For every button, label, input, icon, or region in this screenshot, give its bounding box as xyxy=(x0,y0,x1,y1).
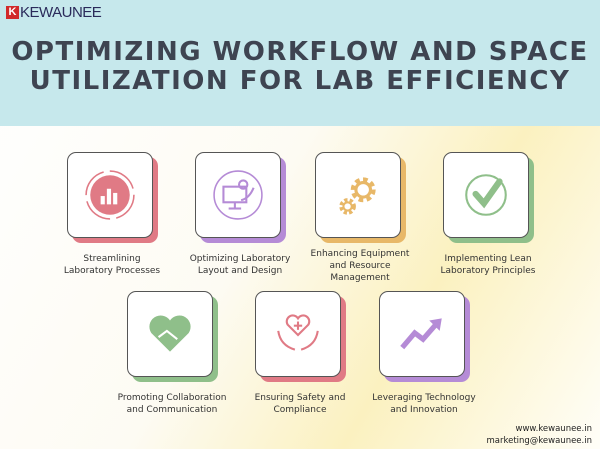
card-bar-chart xyxy=(67,152,158,243)
label-line: and Innovation xyxy=(390,405,458,415)
checkmark-icon xyxy=(465,174,507,216)
gears-icon xyxy=(339,177,376,215)
bar-chart-icon xyxy=(85,170,135,220)
trend-arrow-icon xyxy=(400,318,442,350)
logo-text: KEWAUNEE xyxy=(20,4,102,21)
label-line: and Resource xyxy=(329,261,391,271)
card-trend-arrow xyxy=(379,291,470,382)
kewaunee-logo: K KEWAUNEE xyxy=(6,4,102,21)
header-band: K KEWAUNEE OPTIMIZING WORKFLOW AND SPACE U… xyxy=(0,0,600,126)
card-label: Leveraging Technology and Innovation xyxy=(349,392,499,416)
card-monitor-gear xyxy=(195,152,286,243)
card-face xyxy=(67,152,153,238)
card-label: Enhancing Equipment and Resource Managemen… xyxy=(285,248,435,284)
label-line: Implementing Lean xyxy=(444,254,532,264)
card-face xyxy=(127,291,213,377)
card-label: Optimizing Laboratory Layout and Design xyxy=(165,253,315,277)
card-checkmark xyxy=(443,152,534,243)
title-line-1: OPTIMIZING WORKFLOW AND SPACE xyxy=(11,37,589,67)
label-line: Laboratory Processes xyxy=(63,266,161,276)
card-handshake-heart xyxy=(127,291,218,382)
label-line: Enhancing Equipment xyxy=(310,249,410,259)
label-line: Laboratory Principles xyxy=(440,266,536,276)
label-line: Layout and Design xyxy=(197,266,283,276)
card-face xyxy=(379,291,465,377)
label-line: and Communication xyxy=(126,405,218,415)
title-line-2: UTILIZATION FOR LAB EFFICIENCY xyxy=(29,66,571,96)
label-line: Management xyxy=(330,273,390,283)
card-label: Promoting Collaboration and Communication xyxy=(97,392,247,416)
card-label: Implementing Lean Laboratory Principles xyxy=(413,253,563,277)
website-link[interactable]: www.kewaunee.in xyxy=(515,424,592,434)
label-line: Ensuring Safety and xyxy=(254,393,346,403)
logo-mark: K xyxy=(6,6,19,19)
label-line: Optimizing Laboratory xyxy=(189,254,291,264)
handshake-heart-icon xyxy=(149,315,191,352)
label-line: Streamlining xyxy=(83,254,141,264)
contact-info: www.kewaunee.in marketing@kewaunee.in xyxy=(486,423,592,447)
label-line: Leveraging Technology xyxy=(372,393,476,403)
hands-heart-icon xyxy=(277,314,319,351)
card-face xyxy=(315,152,401,238)
page-title: OPTIMIZING WORKFLOW AND SPACE UTILIZATION… xyxy=(0,38,600,96)
card-label: Streamlining Laboratory Processes xyxy=(37,253,187,277)
card-face xyxy=(195,152,281,238)
monitor-gear-icon xyxy=(213,170,263,220)
card-face xyxy=(443,152,529,238)
label-line: Compliance xyxy=(273,405,327,415)
card-hands-heart xyxy=(255,291,346,382)
card-label: Ensuring Safety and Compliance xyxy=(225,392,375,416)
email-link[interactable]: marketing@kewaunee.in xyxy=(486,436,592,446)
card-face xyxy=(255,291,341,377)
label-line: Promoting Collaboration xyxy=(117,393,227,403)
card-gears xyxy=(315,152,406,243)
